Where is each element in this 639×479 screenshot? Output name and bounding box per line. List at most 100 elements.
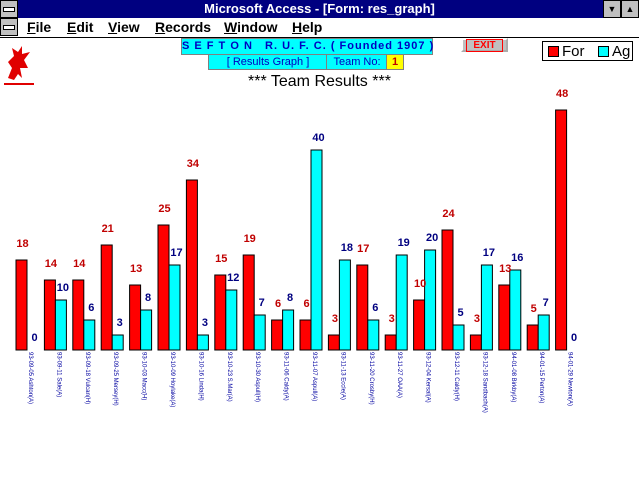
menu-edit-label: dit [76,19,94,35]
x-tick-label: 93-11-27 OAA(A) [396,352,402,398]
bar-ag [367,319,380,351]
x-tick-label: 93-09-05 Ashton(A) [27,352,33,404]
bar-for [129,284,142,351]
bar-ag [83,319,96,351]
x-tick-label: 93-10-09 Hoylake(A) [169,352,175,407]
data-label-for: 13 [499,263,511,275]
club-banner: S E F T O N R. U. F. C. ( Founded 1907 ) [181,38,433,55]
window-title: Microsoft Access - [Form: res_graph] [204,1,435,16]
exit-label: EXIT [466,39,503,52]
chart-title: *** Team Results *** [248,73,391,90]
data-label-for: 6 [303,298,309,310]
x-tick-label: 93-12-04 Kersal(A) [425,352,431,403]
x-tick-label: 93-12-11 Caldy(H) [453,352,459,401]
menu-edit[interactable]: Edit [67,19,93,35]
bar-ag [509,269,522,351]
data-label-for: 24 [442,208,455,220]
data-label-ag: 0 [31,332,37,344]
bar-for [526,324,539,351]
chart-legend: For Ag [542,41,633,61]
menu-window-label: indow [237,19,278,35]
data-label-for: 10 [414,278,426,290]
bar-for [43,279,56,351]
menu-help-label: elp [302,19,323,35]
data-label-ag: 19 [398,237,410,249]
bar-for [214,274,227,351]
bar-ag [168,264,181,351]
data-label-ag: 6 [372,302,378,314]
bar-for [185,179,198,351]
x-tick-label: 93-09-11 Sale(A) [55,352,61,397]
data-label-ag: 7 [543,297,549,309]
menu-records-label: ecords [165,19,212,35]
document-menu-button[interactable] [0,18,18,36]
data-label-for: 3 [474,313,480,325]
data-label-ag: 7 [259,297,265,309]
bar-for [72,279,85,351]
bar-for [242,254,255,351]
menu-view[interactable]: View [108,19,140,35]
x-tick-label: 93-10-23 S.Mar(A) [226,352,232,402]
bar-ag [537,314,550,351]
bar-ag [480,264,493,351]
x-tick-label: 93-11-06 Caldy(A) [283,352,289,401]
menu-edit-accel: E [67,19,77,35]
data-label-for: 14 [73,258,86,270]
data-label-ag: 16 [511,252,523,264]
data-label-ag: 18 [341,242,353,254]
data-label-for: 19 [244,233,256,245]
document-menu-icon [3,24,15,30]
bar-for [469,334,482,351]
menu-file[interactable]: File [27,19,51,35]
x-tick-label: 93-09-18 Vulcan(H) [84,352,90,404]
system-menu-button[interactable] [0,0,18,18]
bar-ag [225,289,238,351]
x-tick-label: 93-10-30 Aspull(H) [254,352,260,402]
menu-view-accel: V [108,19,118,35]
legend-ag-swatch [598,46,609,57]
bar-for [100,244,113,351]
data-label-for: 14 [45,258,58,270]
bar-ag [395,254,408,351]
bar-ag [452,324,465,351]
bar-ag [54,299,67,351]
exit-button[interactable]: EXIT [461,38,508,52]
club-logo [0,38,38,90]
bar-for [271,319,284,351]
bar-ag [282,309,295,351]
data-label-ag: 8 [145,292,151,304]
bar-for [157,224,170,351]
bar-ag [424,249,437,351]
menu-records[interactable]: Records [155,19,211,35]
team-no-field[interactable]: 1 [386,54,404,70]
data-label-ag: 8 [287,292,293,304]
bar-for [299,319,312,351]
bar-ag [338,259,351,351]
data-label-ag: 6 [88,302,94,314]
bar-ag [310,149,323,351]
bar-for [384,334,397,351]
up-arrow-icon: ▲ [625,4,635,14]
data-label-for: 21 [102,223,114,235]
data-label-ag: 17 [483,247,495,259]
menu-help[interactable]: Help [292,19,322,35]
x-tick-label: 93-10-03 Macc(H) [141,352,147,400]
x-tick-label: 94-01-08 Birkby(A) [510,352,516,402]
x-tick-label: 93-11-20 Crosby(H) [368,352,374,405]
menu-help-accel: H [292,19,303,35]
bar-for [15,259,28,351]
menu-file-accel: F [27,19,36,35]
bar-for [413,299,426,351]
data-label-ag: 0 [571,332,577,344]
data-label-for: 18 [16,238,28,250]
x-tick-label: 93-12-18 Sandbach(A) [481,352,487,413]
x-tick-label: 93-11-13 Eccle(A) [339,352,345,400]
data-label-for: 5 [531,303,537,315]
minimize-button[interactable]: ▼ [603,0,621,18]
menu-window[interactable]: Window [224,19,278,35]
x-tick-label: 94-01-29 Newton(A) [567,352,573,406]
bar-for [441,229,454,351]
liver-bird-icon [8,46,30,80]
legend-ag-label: Ag [612,43,631,60]
